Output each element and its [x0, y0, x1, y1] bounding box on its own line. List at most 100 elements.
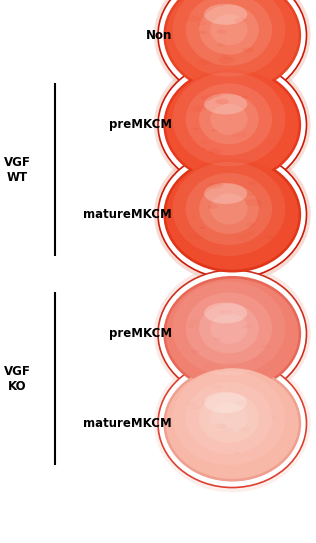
Ellipse shape	[199, 184, 259, 234]
Ellipse shape	[248, 181, 257, 185]
Ellipse shape	[186, 382, 272, 454]
Ellipse shape	[211, 129, 218, 132]
Ellipse shape	[204, 183, 247, 204]
Ellipse shape	[199, 94, 259, 144]
Ellipse shape	[220, 310, 233, 315]
Ellipse shape	[163, 365, 301, 482]
Ellipse shape	[191, 350, 200, 353]
Ellipse shape	[202, 400, 207, 402]
Ellipse shape	[166, 279, 299, 389]
Ellipse shape	[201, 96, 213, 100]
Ellipse shape	[190, 406, 200, 410]
Ellipse shape	[208, 149, 221, 154]
Ellipse shape	[163, 0, 301, 93]
Ellipse shape	[199, 5, 259, 55]
Ellipse shape	[200, 227, 205, 229]
Text: matureMKCM: matureMKCM	[83, 208, 172, 221]
Ellipse shape	[210, 104, 247, 135]
Ellipse shape	[204, 93, 247, 115]
Text: preMKCM: preMKCM	[109, 118, 172, 131]
Ellipse shape	[154, 265, 311, 403]
Ellipse shape	[208, 182, 223, 189]
Ellipse shape	[243, 48, 253, 52]
Ellipse shape	[236, 400, 251, 407]
Ellipse shape	[261, 345, 269, 348]
Ellipse shape	[223, 55, 232, 59]
Ellipse shape	[246, 232, 254, 236]
Ellipse shape	[211, 384, 223, 389]
Ellipse shape	[154, 355, 311, 493]
Ellipse shape	[173, 281, 285, 375]
Ellipse shape	[173, 0, 285, 77]
Ellipse shape	[214, 424, 227, 429]
Ellipse shape	[234, 452, 240, 454]
Ellipse shape	[197, 22, 207, 26]
Ellipse shape	[166, 368, 299, 479]
Ellipse shape	[233, 131, 247, 137]
Ellipse shape	[154, 0, 311, 104]
Ellipse shape	[192, 128, 199, 130]
Ellipse shape	[186, 293, 272, 364]
Ellipse shape	[218, 368, 225, 370]
Ellipse shape	[241, 96, 247, 98]
Ellipse shape	[246, 223, 254, 226]
Ellipse shape	[186, 0, 272, 66]
Ellipse shape	[186, 173, 272, 245]
Ellipse shape	[173, 72, 285, 166]
Ellipse shape	[251, 358, 268, 365]
Ellipse shape	[158, 150, 307, 279]
Ellipse shape	[202, 148, 207, 150]
Ellipse shape	[210, 402, 247, 433]
Ellipse shape	[210, 93, 222, 98]
Ellipse shape	[191, 105, 206, 112]
Ellipse shape	[163, 276, 301, 392]
Ellipse shape	[197, 60, 210, 65]
Text: Non: Non	[146, 29, 172, 42]
Ellipse shape	[166, 0, 299, 91]
Ellipse shape	[191, 216, 197, 218]
Ellipse shape	[166, 70, 299, 180]
Ellipse shape	[199, 393, 259, 443]
Ellipse shape	[200, 141, 209, 144]
Ellipse shape	[173, 162, 285, 256]
Ellipse shape	[203, 363, 216, 369]
Ellipse shape	[158, 359, 307, 488]
Ellipse shape	[210, 14, 247, 45]
Ellipse shape	[154, 56, 311, 194]
Ellipse shape	[166, 159, 299, 270]
Ellipse shape	[236, 235, 250, 241]
Ellipse shape	[188, 326, 193, 328]
Ellipse shape	[158, 270, 307, 398]
Ellipse shape	[240, 427, 250, 432]
Ellipse shape	[208, 205, 218, 209]
Ellipse shape	[158, 61, 307, 189]
Ellipse shape	[267, 414, 277, 419]
Ellipse shape	[216, 99, 229, 104]
Ellipse shape	[204, 392, 247, 413]
Ellipse shape	[220, 54, 228, 56]
Text: VGF
KO: VGF KO	[4, 365, 31, 393]
Ellipse shape	[213, 338, 221, 340]
Ellipse shape	[210, 193, 247, 224]
Ellipse shape	[154, 146, 311, 283]
Ellipse shape	[266, 235, 275, 239]
Ellipse shape	[188, 402, 195, 406]
Ellipse shape	[163, 67, 301, 183]
Ellipse shape	[219, 428, 234, 434]
Ellipse shape	[198, 30, 208, 34]
Ellipse shape	[217, 30, 227, 34]
Ellipse shape	[184, 15, 201, 22]
Ellipse shape	[163, 156, 301, 273]
Text: matureMKCM: matureMKCM	[83, 417, 172, 430]
Ellipse shape	[246, 199, 262, 206]
Ellipse shape	[210, 313, 247, 344]
Ellipse shape	[199, 304, 259, 353]
Ellipse shape	[158, 0, 307, 99]
Ellipse shape	[216, 43, 225, 47]
Text: VGF
WT: VGF WT	[4, 156, 31, 184]
Ellipse shape	[246, 193, 253, 196]
Text: preMKCM: preMKCM	[109, 327, 172, 340]
Ellipse shape	[218, 57, 235, 64]
Ellipse shape	[173, 371, 285, 465]
Ellipse shape	[204, 302, 247, 324]
